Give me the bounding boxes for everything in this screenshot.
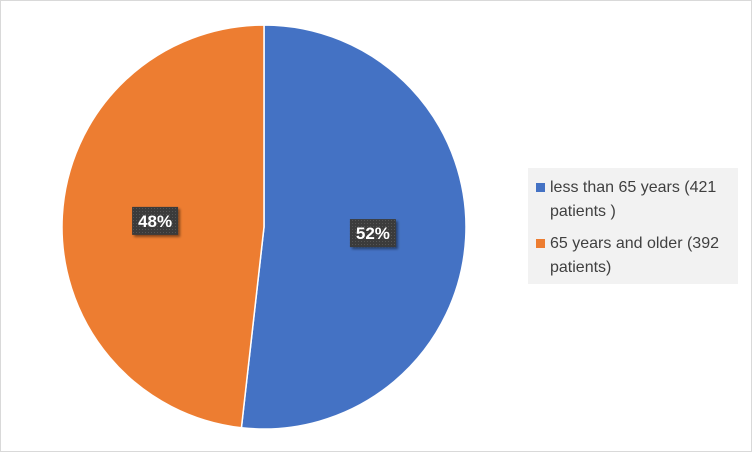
data-label-65-and-older-text: 48% — [138, 212, 172, 231]
legend-label-65-and-older: 65 years and older (392 patients) — [550, 235, 719, 276]
legend-label-under-65: less than 65 years (421 patients ) — [550, 179, 717, 220]
data-label-65-and-older: 48% — [132, 206, 179, 235]
data-label-under-65-box — [349, 219, 396, 248]
data-label-under-65: 52% — [349, 219, 396, 248]
data-label-under-65-text: 52% — [356, 224, 390, 243]
data-label-65-and-older-box — [132, 206, 179, 235]
legend-swatch-65-and-older — [536, 239, 545, 248]
chart-legend: less than 65 years (421 patients ) 65 ye… — [528, 168, 738, 284]
legend-swatch-under-65 — [536, 183, 545, 192]
